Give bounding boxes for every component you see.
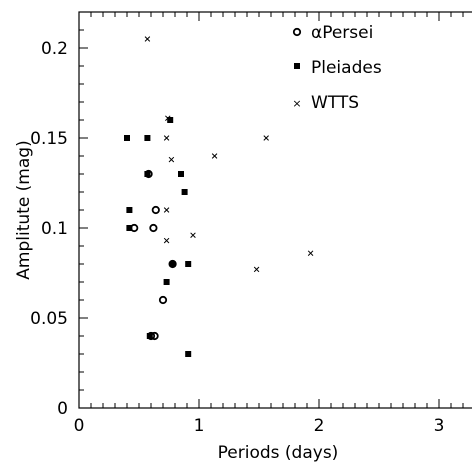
y-tick-label: 0.15 xyxy=(30,129,68,149)
y-tick-label: 0 xyxy=(57,399,68,419)
point-pleiades xyxy=(126,207,133,213)
point-wtts-stroke xyxy=(168,156,175,163)
point-pleiades xyxy=(185,351,192,357)
legend-marker-cross: × xyxy=(292,97,301,110)
point-alpha-persei xyxy=(158,295,168,305)
x-tick-label: 2 xyxy=(314,416,325,436)
y-tick-label: 0.2 xyxy=(41,39,68,59)
point-wtts xyxy=(211,153,218,159)
legend-marker-open-circle xyxy=(292,27,302,37)
point-wtts-stroke xyxy=(163,237,170,244)
point-pleiades xyxy=(178,171,184,177)
point-pleiades xyxy=(169,261,176,267)
point-pleiades xyxy=(146,333,153,339)
legend: αPersei Pleiades × WTTS xyxy=(292,23,381,113)
point-pleiades xyxy=(126,225,133,231)
legend-item-alpha-persei: αPersei xyxy=(292,23,373,43)
point-wtts xyxy=(163,237,170,244)
axis-tick-labels: 0 1 2 3 0 0.05 0.1 0.15 0.2 xyxy=(30,39,444,436)
point-wtts-stroke xyxy=(263,135,269,141)
point-wtts-stroke xyxy=(211,153,218,159)
data-points xyxy=(124,36,314,357)
y-axis-title: Amplitute (mag) xyxy=(14,140,34,279)
legend-label-alpha-persei: αPersei xyxy=(311,23,373,43)
point-pleiades xyxy=(124,135,130,141)
point-wtts-stroke xyxy=(190,232,196,238)
point-wtts-stroke xyxy=(163,135,170,141)
point-wtts xyxy=(253,266,260,273)
point-alpha-persei xyxy=(151,205,160,215)
point-wtts-stroke xyxy=(253,266,260,273)
point-wtts-stroke xyxy=(165,115,171,121)
point-wtts xyxy=(190,232,196,238)
legend-item-wtts: × WTTS xyxy=(292,93,359,113)
point-pleiades xyxy=(144,135,151,141)
point-alpha-persei xyxy=(149,223,158,233)
point-wtts-stroke xyxy=(163,207,170,213)
point-alpha-persei xyxy=(168,259,177,269)
y-tick-label: 0.05 xyxy=(30,309,68,329)
plot-frame xyxy=(78,11,472,409)
point-wtts xyxy=(163,135,170,141)
x-axis-title: Periods (days) xyxy=(218,443,339,463)
x-tick-label: 3 xyxy=(434,416,445,436)
legend-item-pleiades: Pleiades xyxy=(294,58,382,78)
y-tick-label: 0.1 xyxy=(41,219,68,239)
point-pleiades xyxy=(144,171,151,177)
point-wtts xyxy=(307,250,314,256)
point-pleiades xyxy=(163,279,170,285)
legend-label-wtts: WTTS xyxy=(311,93,359,113)
point-wtts xyxy=(144,36,151,42)
axis-ticks xyxy=(78,11,464,409)
point-wtts xyxy=(165,115,171,121)
point-wtts-stroke xyxy=(144,36,151,42)
point-wtts xyxy=(168,156,175,163)
legend-label-pleiades: Pleiades xyxy=(311,58,382,78)
point-wtts xyxy=(263,135,269,141)
legend-marker-filled-square xyxy=(294,63,300,69)
point-wtts xyxy=(163,207,170,213)
x-tick-label: 1 xyxy=(194,416,205,436)
point-pleiades xyxy=(185,261,192,267)
point-wtts-stroke xyxy=(307,250,314,256)
x-tick-label: 0 xyxy=(74,416,85,436)
point-pleiades xyxy=(181,189,188,195)
